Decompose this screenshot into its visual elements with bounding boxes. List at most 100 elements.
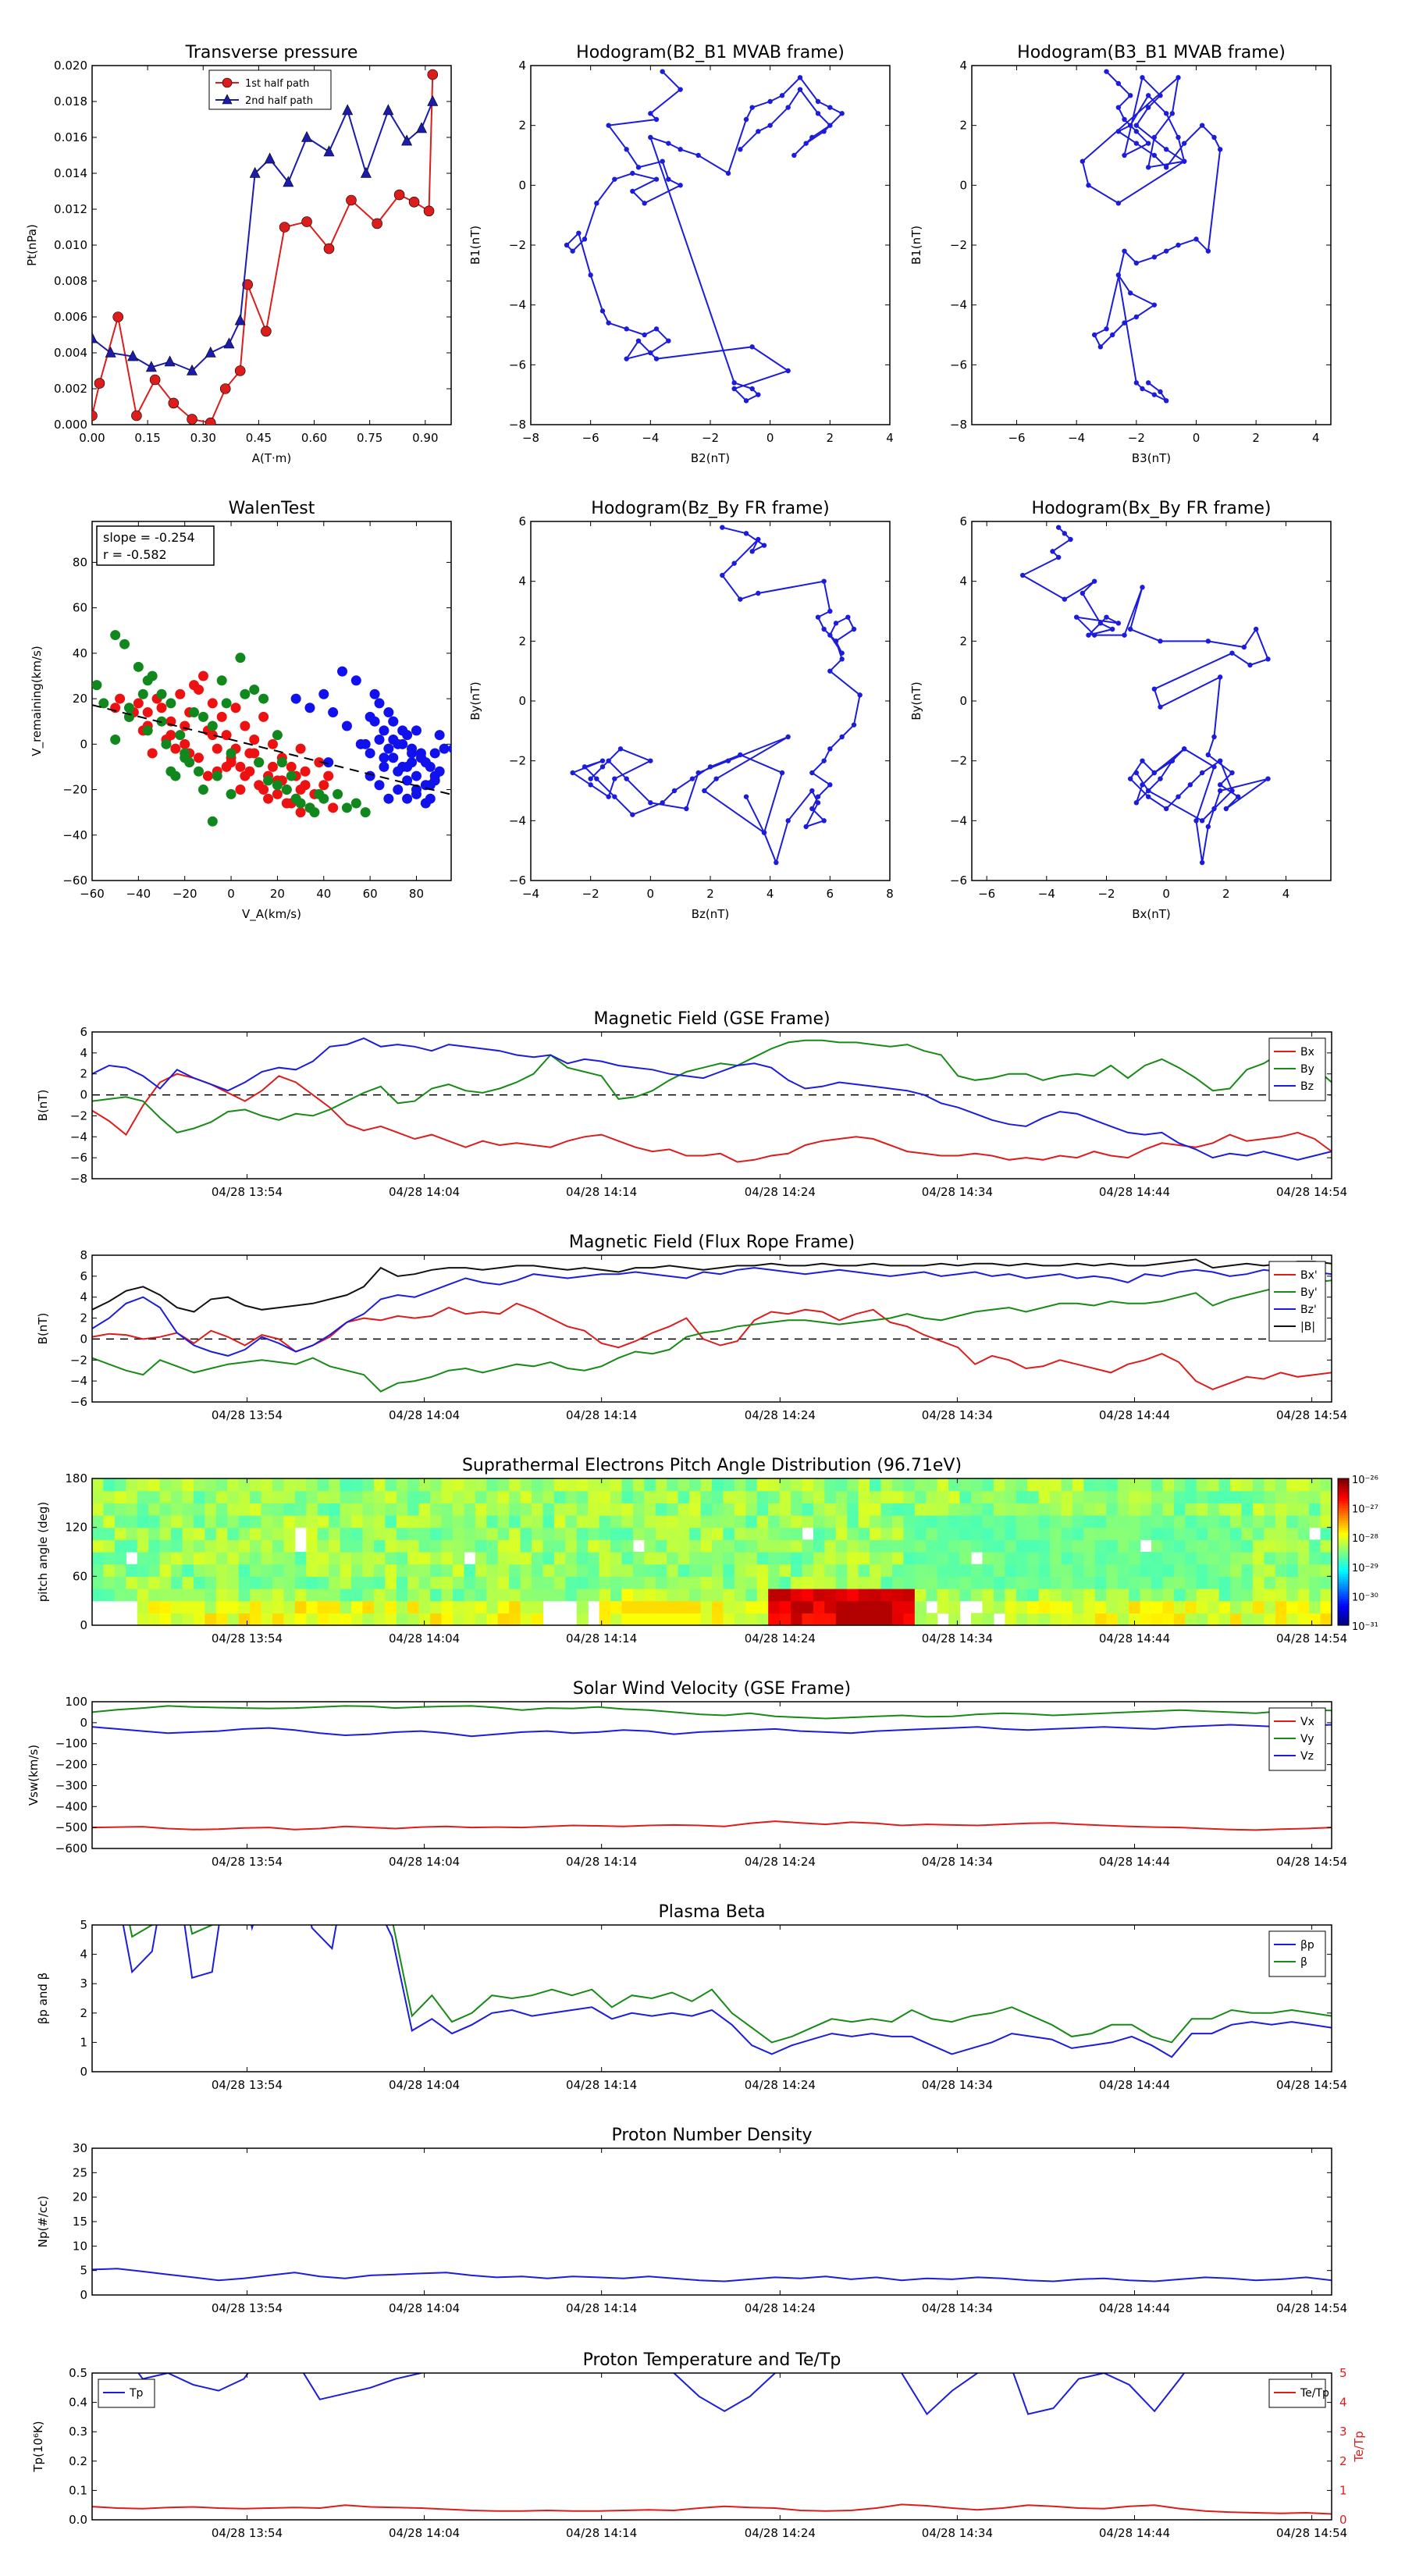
panel-3-point (207, 698, 218, 709)
heatmap-cell (441, 1552, 454, 1565)
heatmap-cell (1264, 1600, 1276, 1614)
panel-5-point (1229, 788, 1235, 794)
heatmap-cell (712, 1478, 724, 1492)
panel-2-ytick-label: −8 (950, 418, 967, 432)
heatmap-cell (509, 1515, 521, 1528)
heatmap-cell (667, 1515, 679, 1528)
heatmap-cell (193, 1600, 205, 1614)
heatmap-cell (1094, 1552, 1107, 1565)
heatmap-cell (835, 1576, 848, 1589)
panel-1-point (648, 134, 653, 141)
heatmap-cell (791, 1503, 803, 1516)
heatmap-cell (813, 1478, 825, 1492)
panel-2-point (1151, 134, 1158, 141)
timeseries-10-ytick-label: 5 (80, 1918, 87, 1932)
panel-3-point (249, 734, 260, 745)
timeseries-9-ytick-label: −400 (55, 1799, 87, 1813)
panel-1-point (599, 308, 606, 314)
heatmap-colorbar-step (1338, 1517, 1349, 1521)
heatmap-cell (227, 1564, 240, 1577)
heatmap-cell (824, 1539, 837, 1553)
heatmap-cell (486, 1589, 499, 1602)
heatmap-cell (632, 1527, 645, 1540)
heatmap-cell (1005, 1527, 1017, 1540)
heatmap-colorbar-step (1338, 1512, 1349, 1516)
timeseries-12-ytick-label: 0.0 (69, 2513, 87, 2527)
timeseries-12-series-line (92, 2503, 1332, 2515)
heatmap-cell (1286, 1490, 1299, 1503)
heatmap-cell (756, 1515, 769, 1528)
timeseries-12-right-legend-label: Te/Tp (1300, 2387, 1329, 2400)
heatmap-cell (1083, 1576, 1096, 1589)
heatmap-cell (824, 1515, 837, 1528)
heatmap-colorbar-step (1338, 1515, 1349, 1518)
panel-5-ylabel: By(nT) (909, 681, 923, 720)
heatmap-cell (1185, 1600, 1197, 1614)
heatmap-cell (734, 1490, 746, 1503)
heatmap-cell (452, 1552, 464, 1565)
heatmap-cell (959, 1478, 972, 1492)
heatmap-cell (1038, 1490, 1051, 1503)
timeseries-7-xtick-label: 04/28 14:14 (566, 1408, 637, 1422)
panel-2-point (1080, 158, 1086, 164)
heatmap-cell (475, 1613, 487, 1626)
timeseries-9-ytick-label: −300 (55, 1778, 87, 1792)
panel-4-point (857, 692, 863, 698)
heatmap-cell (407, 1589, 420, 1602)
panel-3-point (249, 684, 260, 695)
heatmap-cell (385, 1600, 397, 1614)
heatmap-cell (847, 1613, 859, 1626)
panel-2-point (1122, 320, 1127, 326)
timeseries-7-xtick-label: 04/28 14:44 (1099, 1408, 1170, 1422)
heatmap-cell (351, 1490, 364, 1503)
heatmap-cell (937, 1552, 949, 1565)
panel-1-point (678, 183, 683, 188)
timeseries-6-xtick-label: 04/28 14:34 (922, 1185, 993, 1199)
panel-4-point (821, 758, 827, 763)
heatmap-cell (171, 1527, 183, 1540)
heatmap-cell (1208, 1576, 1220, 1589)
heatmap-cell (1241, 1600, 1254, 1614)
panel-0-point (219, 383, 231, 394)
panel-1-point (606, 320, 611, 326)
heatmap-cell (215, 1539, 228, 1553)
panel-3-point (165, 730, 176, 741)
heatmap-xtick-label: 04/28 14:34 (922, 1631, 993, 1646)
heatmap-cell (779, 1478, 791, 1492)
heatmap-cell (700, 1478, 713, 1492)
panel-2-point (1176, 75, 1181, 80)
heatmap-cell (92, 1503, 105, 1516)
timeseries-10-frame (91, 1924, 1332, 2073)
heatmap-cell (317, 1490, 329, 1503)
heatmap-colorbar-step (1338, 1527, 1349, 1531)
heatmap-cell (768, 1478, 781, 1492)
heatmap-cell (92, 1552, 105, 1565)
heatmap-cell (1140, 1490, 1152, 1503)
timeseries-7-ytick-label: 0 (80, 1332, 87, 1346)
panel-2-ytick-label: 4 (959, 59, 967, 73)
heatmap-cell (655, 1539, 667, 1553)
timeseries-12-y2tick-label: 1 (1339, 2483, 1347, 2497)
heatmap-cell (1173, 1552, 1186, 1565)
heatmap-cell (1297, 1576, 1310, 1589)
heatmap-cell (599, 1490, 611, 1503)
heatmap-cell (632, 1600, 645, 1614)
heatmap-cell (351, 1478, 364, 1492)
heatmap-cell (227, 1552, 240, 1565)
panel-3-point (383, 707, 394, 718)
panel-4-point (689, 776, 695, 781)
heatmap-cell (430, 1503, 443, 1516)
panel-5-point (1019, 572, 1026, 578)
panel-3-point (272, 788, 283, 799)
heatmap-cell (1196, 1503, 1208, 1516)
heatmap-cell (373, 1527, 386, 1540)
heatmap-cell (745, 1478, 758, 1492)
panel-3-point (156, 716, 167, 727)
heatmap-cell (418, 1503, 431, 1516)
heatmap-cell (1196, 1552, 1208, 1565)
panel-5-point (1217, 674, 1223, 680)
heatmap-cell (1005, 1576, 1017, 1589)
heatmap-cell (486, 1613, 499, 1626)
heatmap-cell (1309, 1589, 1321, 1602)
panel-2-point (1133, 129, 1140, 134)
